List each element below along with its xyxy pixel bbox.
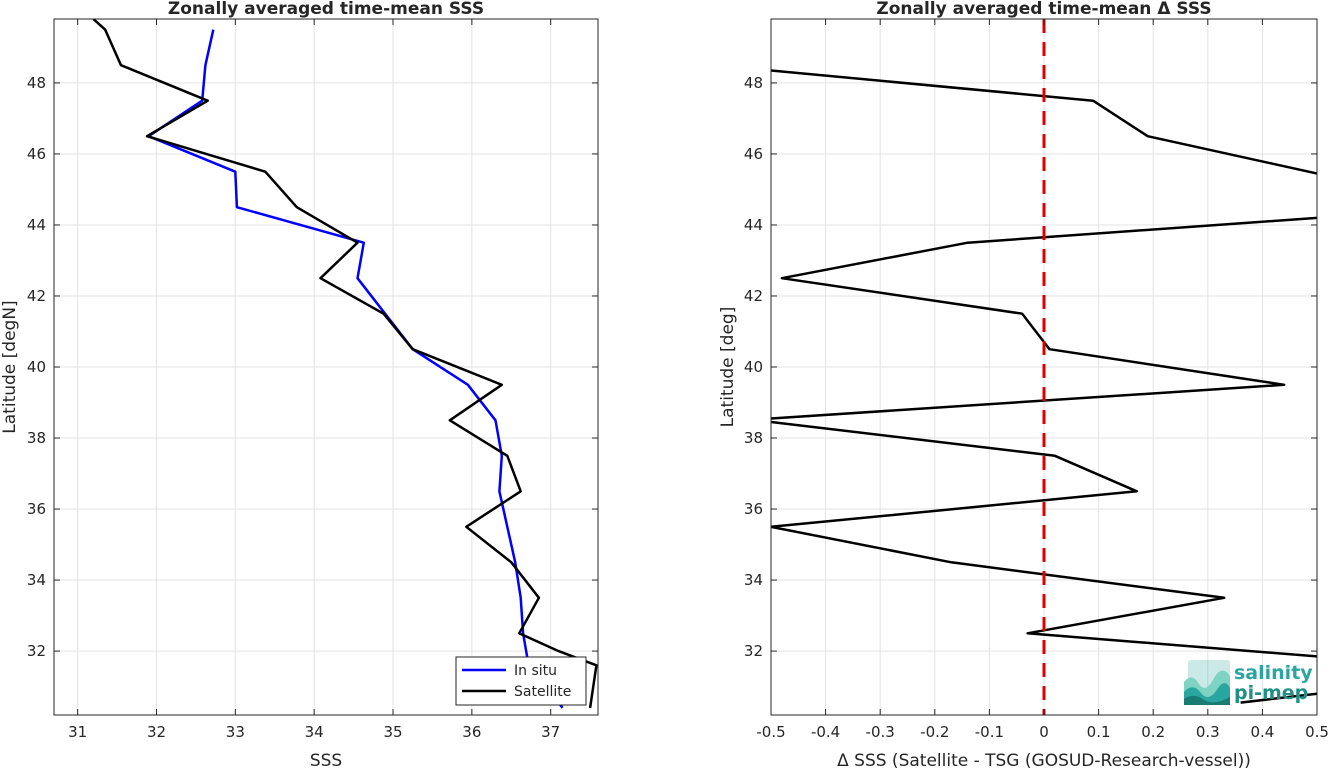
right-x-tick-label: -0.3 [866, 723, 895, 741]
legend-in-situ-label: In situ [514, 663, 557, 679]
right-chart-panel: -0.5 -0.4 -0.3 -0.2 -0.1 0 0.1 0.2 0.3 0.4 0.5 32 34… [718, 0, 1329, 769]
salinity-pi-mep-logo: salinity pi-mep [1184, 660, 1313, 705]
right-y-tick-label: 46 [744, 145, 763, 163]
right-x-tick-label: -0.5 [756, 723, 785, 741]
right-x-tick-label: 0 [1039, 723, 1049, 741]
left-series-in-situ [147, 29, 564, 709]
left-grid [54, 19, 598, 715]
left-y-tick-label: 42 [27, 287, 46, 305]
right-x-axis-label: Δ SSS (Satellite - TSG (GOSUD-Research-v… [837, 751, 1251, 769]
left-x-tick-label: 34 [305, 723, 324, 741]
right-y-tick-label: 44 [744, 216, 763, 234]
legend-box [455, 656, 587, 706]
left-x-axis-label: SSS [310, 751, 342, 769]
right-x-tick-label: -0.4 [811, 723, 840, 741]
right-y-tick-label: 40 [744, 358, 763, 376]
left-y-tick-label: 40 [27, 358, 46, 376]
left-ticks: 31 32 33 34 35 36 37 32 34 36 38 40 42 44 46 48 [27, 19, 598, 741]
left-series-group [92, 19, 598, 709]
right-y-tick-label: 38 [744, 429, 763, 447]
right-ticks: -0.5 -0.4 -0.3 -0.2 -0.1 0 0.1 0.2 0.3 0.4 0.5 32 34… [744, 19, 1329, 741]
right-chart-title: Zonally averaged time-mean Δ SSS [876, 0, 1211, 19]
right-series-segment-2 [1240, 692, 1317, 704]
right-x-tick-label: -0.1 [975, 723, 1004, 741]
left-chart-title: Zonally averaged time-mean SSS [168, 0, 484, 19]
logo-wave-emblem [1184, 660, 1230, 705]
right-x-tick-label: 0.4 [1250, 723, 1274, 741]
left-x-tick-label: 32 [147, 723, 166, 741]
right-series-segment-1 [771, 69, 1317, 658]
left-y-tick-label: 34 [27, 571, 46, 589]
left-series-satellite [92, 19, 598, 709]
right-x-tick-label: 0.2 [1141, 723, 1165, 741]
left-y-axis-label: Latitude [degN] [0, 300, 20, 433]
right-y-axis-label: Latitude [deg] [718, 307, 738, 428]
right-y-tick-label: 32 [744, 642, 763, 660]
left-x-tick-label: 33 [226, 723, 245, 741]
left-y-tick-label: 48 [27, 74, 46, 92]
right-series-group [771, 19, 1317, 715]
legend: In situ Satellite [455, 656, 587, 706]
right-x-tick-label: 0.3 [1196, 723, 1220, 741]
right-x-tick-label: 0.5 [1305, 723, 1329, 741]
left-y-tick-label: 38 [27, 429, 46, 447]
right-y-tick-label: 34 [744, 571, 763, 589]
left-y-tick-label: 44 [27, 216, 46, 234]
left-y-tick-label: 46 [27, 145, 46, 163]
left-chart-panel: 31 32 33 34 35 36 37 32 34 36 38 40 42 44 46 48 Zonally… [0, 0, 599, 769]
right-y-tick-label: 36 [744, 500, 763, 518]
left-y-tick-label: 32 [27, 642, 46, 660]
right-x-tick-label: -0.2 [920, 723, 949, 741]
legend-satellite-label: Satellite [514, 684, 571, 700]
left-x-tick-label: 37 [541, 723, 560, 741]
left-x-tick-label: 36 [462, 723, 481, 741]
left-y-tick-label: 36 [27, 500, 46, 518]
left-x-tick-label: 35 [383, 723, 402, 741]
left-x-tick-label: 31 [68, 723, 87, 741]
logo-text-line2: pi-mep [1234, 682, 1308, 704]
logo-text-line1: salinity [1234, 662, 1313, 684]
right-y-tick-label: 48 [744, 74, 763, 92]
right-x-tick-label: 0.1 [1087, 723, 1111, 741]
right-y-tick-label: 42 [744, 287, 763, 305]
